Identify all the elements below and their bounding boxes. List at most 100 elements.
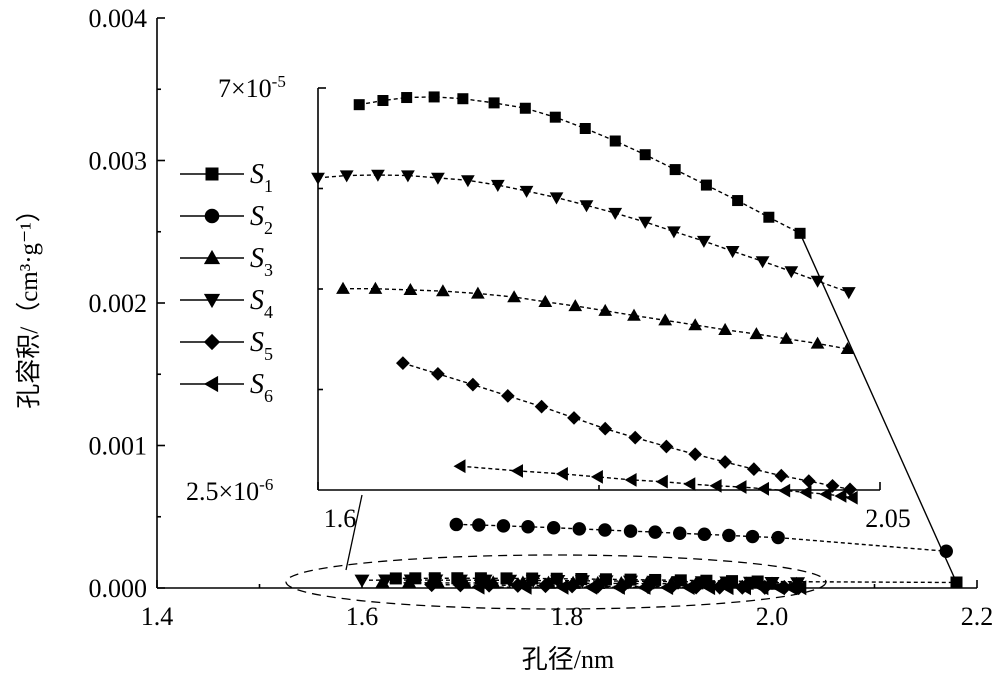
data-point bbox=[757, 481, 769, 496]
inset-series-s5 bbox=[396, 356, 857, 497]
data-point bbox=[655, 474, 668, 489]
data-point bbox=[697, 235, 711, 248]
main-ticks: 1.4 1.6 1.8 2.0 2.2 0.000 0.001 0.002 0.003 0.004 bbox=[89, 4, 994, 631]
data-point bbox=[555, 467, 568, 481]
data-point bbox=[720, 580, 734, 596]
data-point bbox=[452, 577, 468, 593]
data-point bbox=[719, 576, 735, 590]
data-point bbox=[598, 523, 612, 537]
series-line bbox=[460, 465, 853, 499]
inset-x-max-label: 2.05 bbox=[865, 504, 911, 533]
data-point bbox=[453, 459, 466, 474]
data-point bbox=[778, 483, 791, 498]
data-point bbox=[638, 216, 653, 229]
series-line bbox=[456, 523, 947, 552]
data-point bbox=[518, 579, 532, 595]
data-point bbox=[669, 164, 681, 176]
inset-series-s1 bbox=[353, 91, 806, 239]
legend-item-s5: S5 bbox=[180, 327, 273, 364]
data-point bbox=[681, 580, 695, 595]
data-point bbox=[737, 580, 751, 596]
data-point bbox=[745, 529, 760, 544]
data-point bbox=[549, 192, 564, 205]
data-point bbox=[567, 411, 581, 425]
legend-item-s4: S4 bbox=[180, 285, 273, 322]
data-point bbox=[472, 518, 486, 532]
data-point bbox=[477, 574, 493, 588]
zoom-ellipse bbox=[285, 554, 827, 610]
data-point bbox=[722, 528, 736, 543]
data-point bbox=[749, 327, 764, 340]
data-point bbox=[461, 175, 475, 188]
legend-marker bbox=[204, 208, 220, 224]
data-point bbox=[491, 179, 505, 192]
data-point bbox=[718, 322, 732, 335]
data-point bbox=[609, 135, 621, 147]
inset-series-s4 bbox=[311, 169, 856, 300]
data-point bbox=[774, 468, 789, 483]
zoom-connector bbox=[345, 494, 363, 571]
data-point bbox=[694, 576, 710, 590]
x-tick-label: 1.4 bbox=[141, 602, 174, 631]
data-point bbox=[550, 575, 566, 589]
x-tick-label: 2.2 bbox=[961, 602, 994, 631]
data-point bbox=[510, 577, 526, 593]
legend-item-s1: S1 bbox=[180, 159, 273, 196]
data-point bbox=[549, 111, 561, 123]
data-point bbox=[688, 318, 702, 331]
data-point bbox=[538, 294, 553, 307]
data-point bbox=[579, 122, 591, 134]
data-point bbox=[950, 576, 963, 589]
data-point bbox=[519, 185, 534, 198]
data-point bbox=[471, 286, 485, 299]
data-point bbox=[841, 287, 856, 300]
data-point bbox=[377, 95, 389, 107]
data-point bbox=[574, 575, 590, 589]
y-tick-label: 0.000 bbox=[89, 574, 148, 603]
data-point bbox=[799, 485, 812, 500]
data-point bbox=[401, 170, 415, 183]
data-point bbox=[339, 170, 354, 183]
data-point bbox=[673, 526, 687, 541]
data-point bbox=[598, 421, 613, 436]
data-point bbox=[734, 480, 747, 494]
main-axes bbox=[156, 18, 977, 589]
data-point bbox=[598, 303, 613, 316]
legend-marker bbox=[205, 167, 219, 181]
data-point bbox=[637, 579, 651, 595]
legend-label: S1 bbox=[250, 159, 273, 196]
data-point bbox=[538, 578, 553, 594]
legend-item-s2: S2 bbox=[180, 201, 273, 238]
main-series bbox=[354, 517, 963, 596]
data-point bbox=[431, 367, 445, 381]
data-point bbox=[688, 447, 702, 462]
series-line bbox=[343, 288, 848, 350]
data-point bbox=[819, 487, 832, 501]
data-point bbox=[501, 389, 515, 403]
data-point bbox=[354, 574, 370, 588]
series-line bbox=[317, 174, 850, 293]
y-tick-label: 0.002 bbox=[89, 289, 148, 318]
data-point bbox=[471, 579, 485, 595]
data-point bbox=[793, 580, 807, 596]
data-point bbox=[389, 572, 402, 585]
legend-label: S3 bbox=[250, 243, 273, 280]
data-point bbox=[449, 517, 464, 532]
data-point bbox=[396, 356, 410, 370]
data-point bbox=[521, 520, 535, 534]
zoom-callout bbox=[285, 494, 827, 610]
data-point bbox=[659, 580, 674, 595]
data-point bbox=[718, 455, 732, 469]
data-point bbox=[755, 580, 769, 596]
series-s1-tail bbox=[799, 233, 963, 589]
data-point bbox=[507, 290, 521, 303]
data-point bbox=[747, 462, 761, 476]
legend-marker bbox=[203, 249, 221, 265]
series-s6 bbox=[471, 579, 807, 596]
data-point bbox=[488, 97, 500, 109]
data-point bbox=[534, 399, 549, 414]
data-point bbox=[403, 574, 419, 588]
data-point bbox=[572, 522, 587, 536]
data-point bbox=[623, 575, 638, 589]
